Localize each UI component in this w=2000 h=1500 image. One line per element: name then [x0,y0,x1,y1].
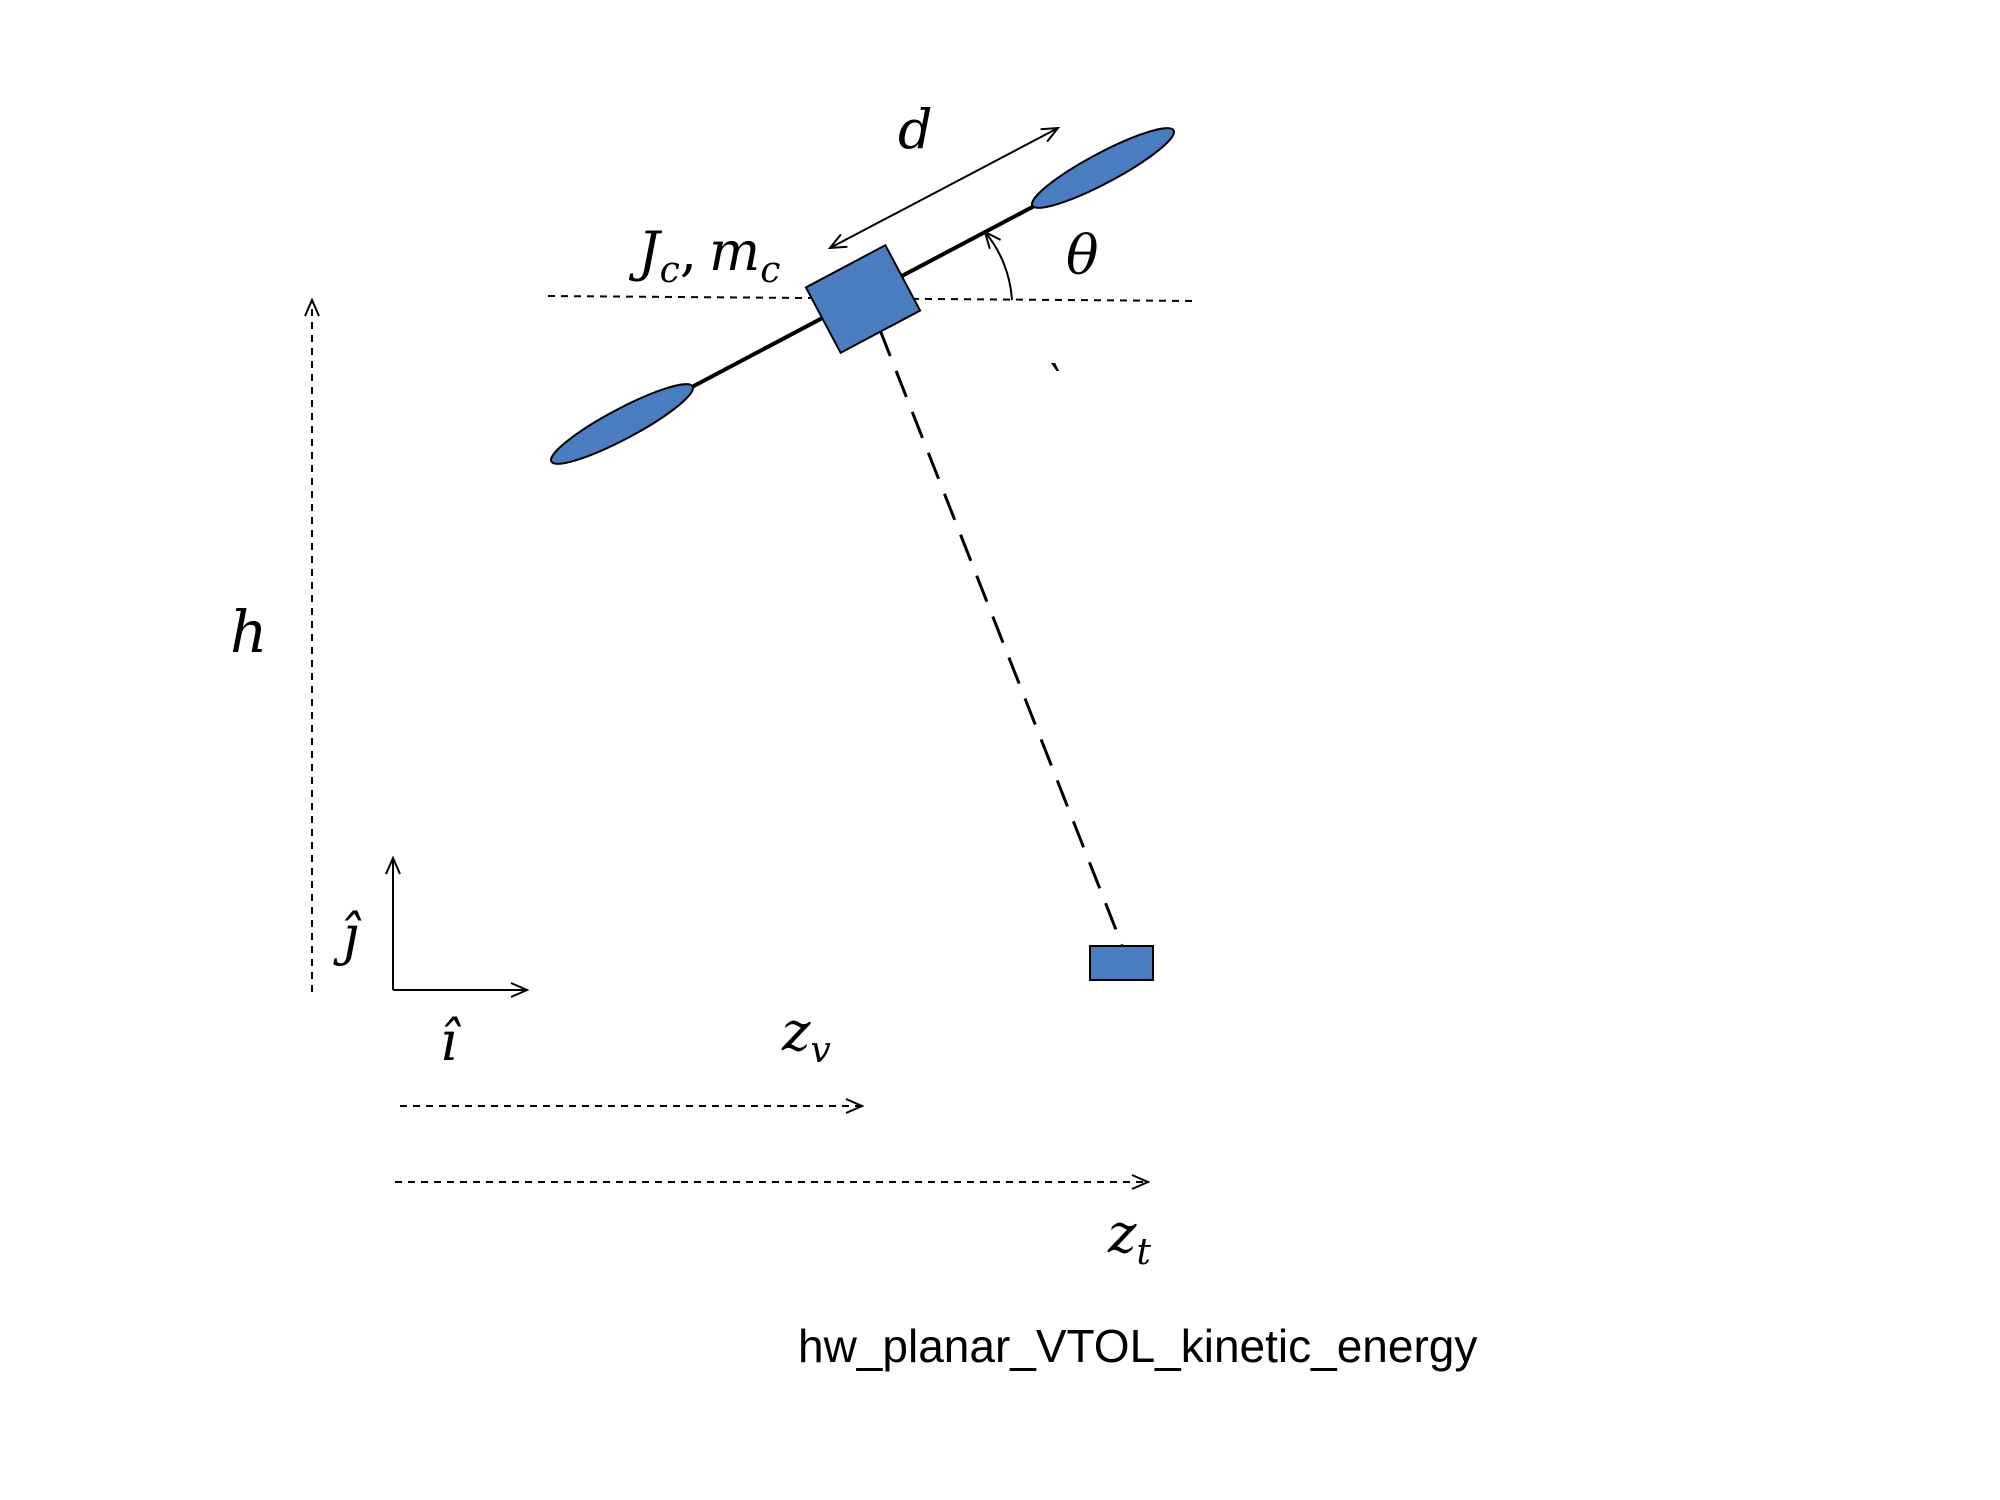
mc-label: m [709,220,760,283]
target-block [1089,945,1154,981]
zv-main: z [781,1000,811,1063]
h-label: h [230,598,267,666]
mass-inertia-label: Jc, mc [628,220,780,291]
figure-caption: hw_planar_VTOL_kinetic_energy [798,1320,1477,1372]
jc-subscript: c [660,250,680,291]
zt-main: z [1107,1202,1137,1265]
d-dimension-arrow [830,128,1058,248]
jc-label: J [628,220,663,283]
horizontal-reference-line [547,295,1196,302]
mc-subscript: c [760,250,780,291]
theta-angle-arc [985,232,1013,301]
i-hat-label: î [440,1010,462,1073]
zt-label: zt [1107,1202,1151,1273]
d-label: d [898,98,933,161]
comma-label: , [680,220,697,283]
zt-subscript: t [1136,1232,1151,1273]
tether-line [878,329,1124,946]
left-rotor [550,383,694,465]
zv-subscript: v [810,1030,830,1071]
center-body [804,243,922,355]
j-hat-label: ĵ [333,904,362,967]
theta-label: θ [1066,224,1099,287]
tick-mark-label: ` [1043,358,1065,409]
zv-label: zv [781,1000,831,1071]
